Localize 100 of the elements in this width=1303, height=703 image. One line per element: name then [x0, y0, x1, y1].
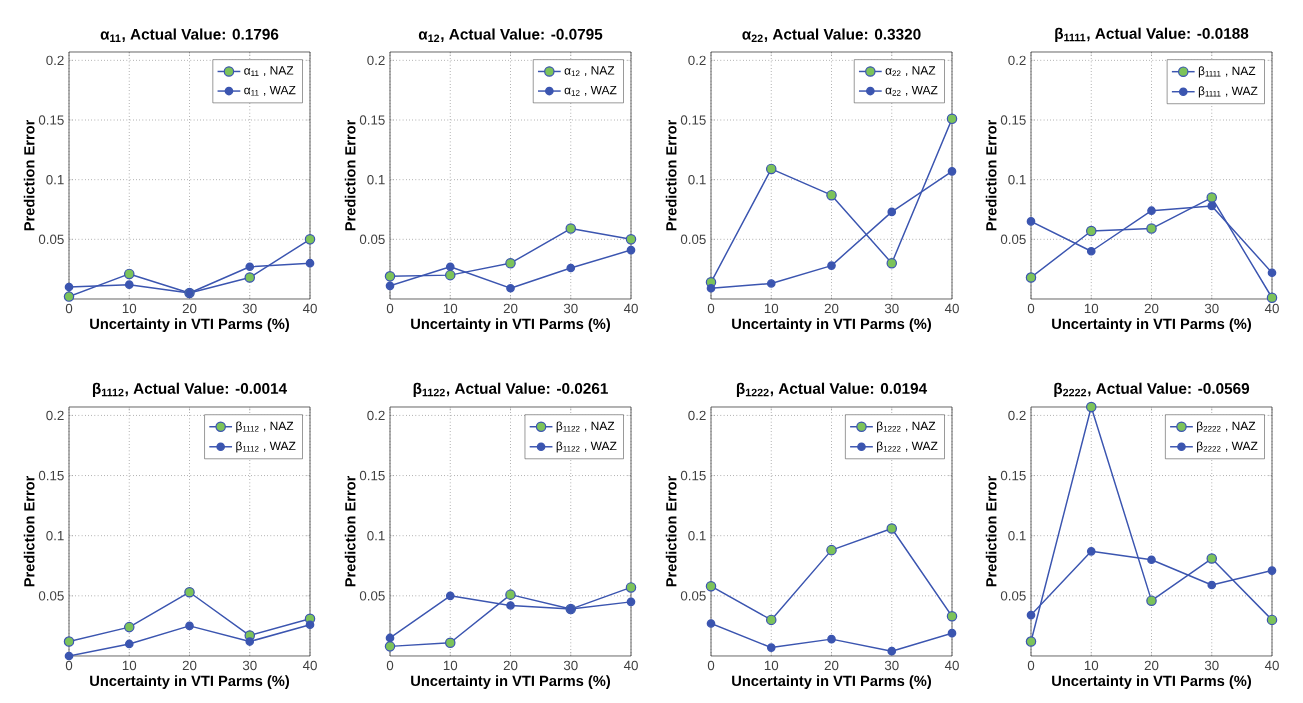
- y-axis-title: Prediction Error: [344, 475, 356, 587]
- x-axis-title: Uncertainty in VTI Parms (%): [732, 675, 932, 689]
- legend-label: α$_{11}$ , NAZ: [244, 66, 294, 77]
- y-tick-label: 0.2: [46, 410, 64, 421]
- x-tick-label: 30: [1204, 303, 1219, 314]
- x-tick-label: 20: [1144, 303, 1159, 314]
- y-tick-label: 0.05: [359, 591, 385, 601]
- y-tick-label: 0.15: [680, 470, 706, 481]
- y-tick-label: 0.15: [359, 115, 385, 125]
- legend-label: β$_{1122}$ , WAZ: [556, 441, 617, 453]
- x-tick-label: 10: [1084, 660, 1099, 671]
- y-tick-label: 0.2: [688, 410, 706, 421]
- legend-label: α$_{22}$ , WAZ: [885, 85, 938, 96]
- chart-title: β$_{2222}$, Actual Value: -0.0569: [1054, 382, 1250, 397]
- x-tick-label: 10: [443, 660, 458, 671]
- chart-title: β$_{1222}$, Actual Value: 0.0194: [736, 382, 928, 397]
- x-tick-label: 30: [563, 303, 578, 314]
- legend-label: β$_{1111}$ , NAZ: [1198, 66, 1256, 78]
- x-axis-title: Uncertainty in VTI Parms (%): [411, 318, 611, 332]
- y-tick-label: 0.05: [38, 234, 64, 245]
- y-tick-label: 0.05: [359, 234, 385, 245]
- y-tick-label: 0.15: [1000, 470, 1026, 481]
- x-axis-title: Uncertainty in VTI Parms (%): [90, 675, 290, 689]
- chart-title: α$_{11}$, Actual Value: 0.1796: [100, 28, 279, 42]
- y-axis-title: Prediction Error: [23, 475, 35, 587]
- x-tick-label: 0: [707, 303, 715, 314]
- x-tick-label: 30: [242, 660, 257, 671]
- legend-label: β$_{2222}$ , NAZ: [1197, 421, 1256, 433]
- x-tick-label: 10: [443, 303, 458, 314]
- x-tick-label: 10: [764, 660, 779, 671]
- x-tick-label: 40: [302, 303, 317, 314]
- legend-label: β$_{1111}$ , WAZ: [1198, 86, 1258, 98]
- y-tick-label: 0.2: [1008, 55, 1026, 66]
- y-tick-label: 0.1: [46, 174, 64, 185]
- x-tick-label: 20: [824, 660, 839, 671]
- x-tick-label: 20: [182, 303, 197, 314]
- chart-title: β$_{1112}$, Actual Value: -0.0014: [92, 382, 288, 397]
- x-tick-label: 0: [1027, 303, 1035, 314]
- x-tick-label: 40: [623, 660, 638, 671]
- y-tick-label: 0.05: [1000, 591, 1026, 601]
- y-tick-label: 0.15: [1000, 115, 1026, 125]
- y-axis-title: Prediction Error: [665, 475, 677, 587]
- legend-label: α$_{12}$ , WAZ: [564, 85, 617, 96]
- y-tick-label: 0.15: [38, 115, 64, 125]
- y-axis-title: Prediction Error: [344, 119, 356, 231]
- x-tick-label: 0: [65, 660, 73, 671]
- x-tick-label: 40: [623, 303, 638, 314]
- y-tick-label: 0.1: [1008, 530, 1026, 541]
- x-axis-title: Uncertainty in VTI Parms (%): [90, 318, 290, 332]
- y-tick-label: 0.15: [359, 470, 385, 481]
- x-tick-label: 30: [884, 660, 899, 671]
- x-tick-label: 20: [503, 660, 518, 671]
- y-tick-label: 0.05: [680, 234, 706, 245]
- x-tick-label: 0: [386, 303, 394, 314]
- x-tick-label: 30: [242, 303, 257, 314]
- x-tick-label: 20: [503, 303, 518, 314]
- y-tick-label: 0.05: [680, 591, 706, 601]
- y-tick-label: 0.1: [688, 530, 706, 541]
- x-tick-label: 20: [1144, 660, 1159, 671]
- chart-title: α$_{12}$, Actual Value: -0.0795: [418, 28, 603, 42]
- x-tick-label: 40: [1264, 303, 1279, 314]
- legend-label: α$_{12}$ , NAZ: [564, 66, 615, 77]
- legend-label: β$_{1112}$ , WAZ: [236, 441, 296, 453]
- y-tick-label: 0.1: [367, 174, 385, 185]
- y-tick-label: 0.05: [38, 591, 64, 601]
- x-tick-label: 40: [1264, 660, 1279, 671]
- x-tick-label: 40: [302, 660, 317, 671]
- legend-label: β$_{2222}$ , WAZ: [1197, 441, 1258, 453]
- y-tick-label: 0.2: [1008, 410, 1026, 421]
- x-tick-label: 30: [563, 660, 578, 671]
- legend-label: α$_{11}$ , WAZ: [244, 85, 296, 96]
- x-tick-label: 30: [1204, 660, 1219, 671]
- x-axis-title: Uncertainty in VTI Parms (%): [411, 675, 611, 689]
- chart-title: β$_{1111}$, Actual Value: -0.0188: [1055, 27, 1249, 42]
- x-tick-label: 10: [764, 303, 779, 314]
- y-axis-title: Prediction Error: [985, 119, 997, 231]
- y-tick-label: 0.15: [38, 470, 64, 481]
- y-axis-title: Prediction Error: [665, 119, 677, 231]
- x-tick-label: 20: [182, 660, 197, 671]
- y-axis-title: Prediction Error: [985, 475, 997, 587]
- x-tick-label: 0: [386, 660, 394, 671]
- x-tick-label: 40: [944, 660, 959, 671]
- x-tick-label: 40: [944, 303, 959, 314]
- legend-label: β$_{1112}$ , NAZ: [236, 421, 294, 433]
- y-tick-label: 0.1: [46, 530, 64, 541]
- x-tick-label: 0: [65, 303, 73, 314]
- legend-label: α$_{22}$ , NAZ: [885, 66, 936, 77]
- y-tick-label: 0.2: [367, 410, 385, 421]
- y-tick-label: 0.05: [1000, 234, 1026, 245]
- x-axis-title: Uncertainty in VTI Parms (%): [1052, 675, 1252, 689]
- y-tick-label: 0.1: [367, 530, 385, 541]
- x-tick-label: 10: [1084, 303, 1099, 314]
- x-tick-label: 10: [122, 660, 137, 671]
- y-tick-label: 0.2: [46, 55, 64, 66]
- y-axis-title: Prediction Error: [23, 119, 35, 231]
- chart-title: β$_{1122}$, Actual Value: -0.0261: [413, 382, 608, 397]
- legend-label: β$_{1122}$ , NAZ: [556, 421, 615, 433]
- x-axis-title: Uncertainty in VTI Parms (%): [732, 318, 932, 332]
- x-tick-label: 0: [707, 660, 715, 671]
- y-tick-label: 0.2: [367, 55, 385, 66]
